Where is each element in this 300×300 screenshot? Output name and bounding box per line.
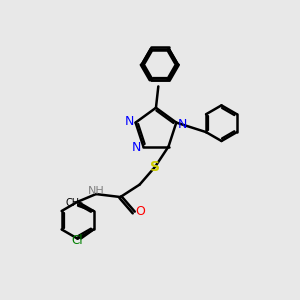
Text: CH₃: CH₃ xyxy=(65,198,84,208)
Text: O: O xyxy=(135,206,145,218)
Text: S: S xyxy=(150,160,160,174)
Text: N: N xyxy=(124,115,134,128)
Text: N: N xyxy=(178,118,188,130)
Text: NH: NH xyxy=(88,186,105,196)
Text: Cl: Cl xyxy=(72,234,83,247)
Text: N: N xyxy=(132,142,142,154)
